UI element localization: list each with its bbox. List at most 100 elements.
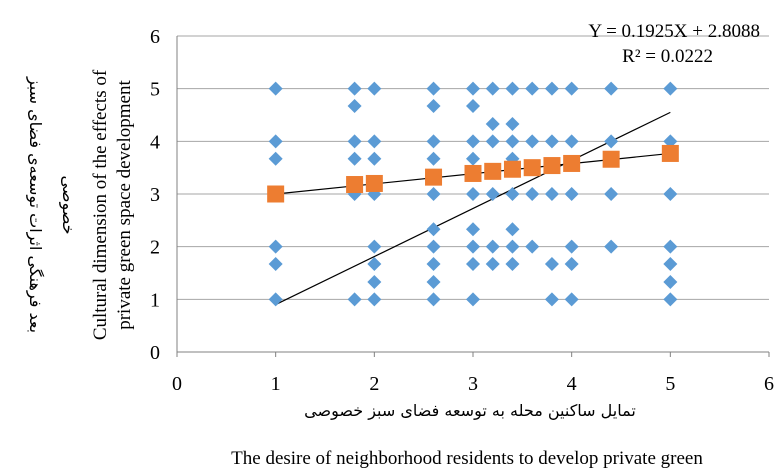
y-axis-label-english-line2: private green space development xyxy=(114,80,135,330)
axes xyxy=(176,36,770,357)
y-tick-label-1: 1 xyxy=(150,289,160,311)
mean-point xyxy=(543,157,561,175)
scatter-point xyxy=(663,134,678,149)
scatter-point xyxy=(347,81,362,96)
scatter-point xyxy=(525,134,540,149)
scatter-point xyxy=(525,239,540,254)
mean-point xyxy=(661,144,679,162)
scatter-point xyxy=(367,274,382,289)
scatter-point xyxy=(485,239,500,254)
scatter-point xyxy=(367,292,382,307)
scatter-point xyxy=(663,187,678,201)
scatter-point xyxy=(564,187,579,201)
scatter-point xyxy=(505,257,520,272)
x-axis-label-english: The desire of neighborhood residents to … xyxy=(231,448,703,469)
mean-point xyxy=(464,164,482,182)
scatter-point xyxy=(485,81,500,96)
y-tick-label-5: 5 xyxy=(150,79,160,101)
y-tick-labels: 0 1 2 3 4 5 6 xyxy=(150,26,160,364)
scatter-point xyxy=(485,116,500,131)
scatter-point xyxy=(485,134,500,149)
y-tick-label-3: 3 xyxy=(150,184,160,206)
scatter-point xyxy=(466,187,480,201)
x-tick-label-5: 5 xyxy=(665,373,675,395)
scatter-point xyxy=(466,81,480,96)
scatter-point xyxy=(347,292,362,307)
scatter-point xyxy=(367,257,382,272)
scatter-point xyxy=(604,134,619,149)
scatter-point xyxy=(347,134,362,149)
scatter-point xyxy=(505,187,520,201)
scatter-point xyxy=(663,274,678,289)
x-tick-label-3: 3 xyxy=(468,373,478,395)
scatter-point xyxy=(544,257,559,272)
trend-line-2 xyxy=(275,111,671,306)
mean-points xyxy=(267,144,679,203)
scatter-point xyxy=(426,239,441,254)
scatter-point xyxy=(367,239,382,254)
scatter-point xyxy=(426,134,441,149)
y-tick-label-6: 6 xyxy=(150,26,160,48)
scatter-point xyxy=(505,116,520,131)
x-tick-labels: 0 1 2 3 4 5 6 xyxy=(172,373,774,395)
scatter-point xyxy=(544,81,559,96)
scatter-point xyxy=(268,134,283,149)
scatter-point xyxy=(544,187,559,201)
x-tick-label-6: 6 xyxy=(764,373,774,395)
x-tick-label-1: 1 xyxy=(271,373,281,395)
scatter-point xyxy=(466,222,480,237)
scatter-point xyxy=(426,81,441,96)
scatter-point xyxy=(268,292,283,307)
y-tick-label-4: 4 xyxy=(150,131,160,153)
scatter-point xyxy=(367,134,382,149)
scatter-point xyxy=(525,187,540,201)
scatter-point xyxy=(525,81,540,96)
scatter-point xyxy=(367,81,382,96)
y-axis-label-english-line1: Cultural dimension of the effects of xyxy=(90,69,111,340)
scatter-point xyxy=(505,222,520,237)
scatter-point xyxy=(564,292,579,307)
mean-point xyxy=(346,176,364,194)
scatter-point xyxy=(663,257,678,272)
scatter-point xyxy=(564,257,579,272)
mean-point xyxy=(503,160,521,178)
scatter-point xyxy=(485,257,500,272)
scatter-point xyxy=(485,187,500,201)
mean-point xyxy=(365,174,383,192)
scatter-point xyxy=(466,151,480,166)
scatter-point xyxy=(564,81,579,96)
mean-point xyxy=(267,185,285,203)
mean-point xyxy=(484,162,502,180)
scatter-point xyxy=(505,134,520,149)
x-tick-label-2: 2 xyxy=(369,373,379,395)
scatter-point xyxy=(604,81,619,96)
scatter-point xyxy=(367,151,382,166)
scatter-point xyxy=(426,99,441,114)
scatter-point xyxy=(426,292,441,307)
scatter-point xyxy=(466,239,480,254)
scatter-point xyxy=(505,81,520,96)
scatter-point xyxy=(564,134,579,149)
r-squared-label: R² = 0.0222 xyxy=(622,46,713,67)
mean-point xyxy=(523,159,541,177)
mean-point xyxy=(563,154,581,172)
mean-point xyxy=(425,168,443,186)
scatter-point xyxy=(347,151,362,166)
y-axis-label-persian-line1: بعد فرهنگی اثرات توسعه‌ی فضای سبز xyxy=(25,76,45,333)
y-axis-label-persian-line2: خصوصی xyxy=(58,176,78,235)
scatter-point xyxy=(505,239,520,254)
scatter-point xyxy=(466,292,480,307)
scatter-point xyxy=(347,99,362,114)
scatter-point xyxy=(466,257,480,272)
scatter-point xyxy=(426,257,441,272)
scatter-point xyxy=(544,292,559,307)
scatter-point xyxy=(426,151,441,166)
scatter-point xyxy=(426,222,441,237)
scatter-point xyxy=(663,239,678,254)
data-points xyxy=(268,81,678,307)
x-tick-label-4: 4 xyxy=(567,373,577,395)
scatter-point xyxy=(544,134,559,149)
regression-equation: Y = 0.1925X + 2.8088 xyxy=(588,21,760,42)
y-tick-label-0: 0 xyxy=(150,342,160,364)
